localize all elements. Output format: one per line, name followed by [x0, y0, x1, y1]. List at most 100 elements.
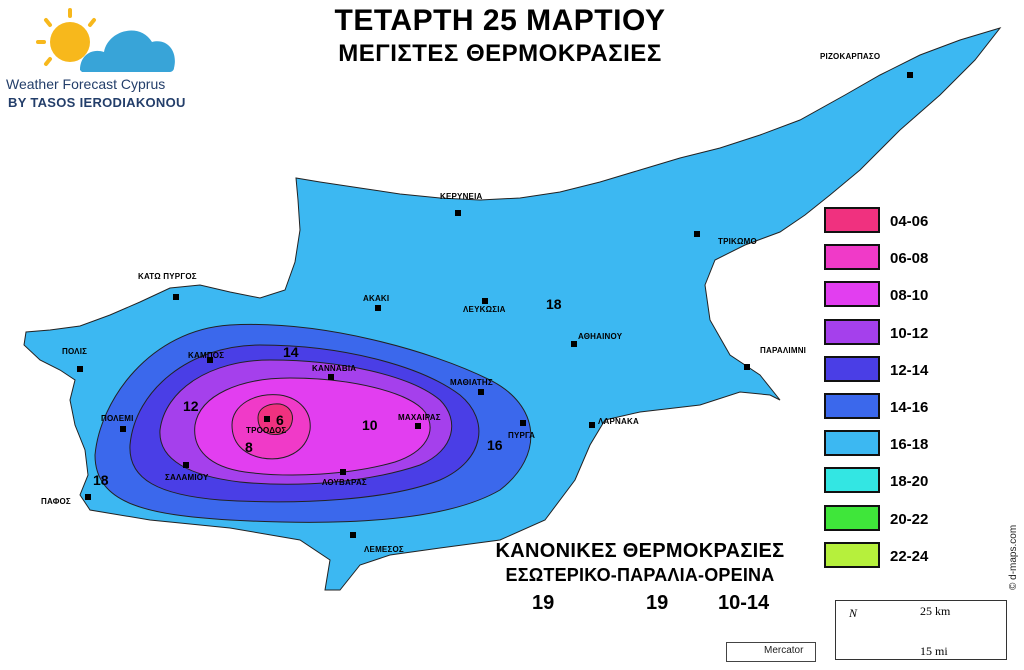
city-16-label: ΛΑΡΝΑΚΑ [598, 417, 639, 426]
legend-label: 04-06 [890, 213, 929, 230]
city-2-marker [694, 231, 700, 237]
city-11-marker [478, 389, 484, 395]
city-19-label: ΠΑΦΟΣ [41, 497, 71, 506]
city-0-label: ΡΙΖΟΚΑΡΠΑΣΟ [820, 52, 881, 61]
city-10-label: ΚΑΝΝΑΒΙΑ [312, 364, 357, 373]
north-label: N [849, 606, 858, 620]
city-17-label: ΣΑΛΑΜΙΟΥ [165, 473, 209, 482]
normals-title: ΚΑΝΟΝΙΚΕΣ ΘΕΡΜΟΚΡΑΣΙΕΣ [495, 540, 785, 562]
legend-entry: 10-12 [824, 317, 964, 354]
legend-label: 20-22 [890, 510, 929, 528]
normal-temperatures: ΚΑΝΟΝΙΚΕΣ ΘΕΡΜΟΚΡΑΣΙΕΣ ΕΣΩΤΕΡΙΚΟ-ΠΑΡΑΛΙΑ… [470, 540, 810, 614]
credit-label: © d-maps.com [1008, 524, 1019, 590]
normal-coast: 19 [646, 592, 669, 614]
city-1-label: ΚΕΡΥΝΕΙΑ [440, 192, 483, 201]
isotherm-label: 12 [183, 398, 199, 414]
city-4-marker [375, 305, 381, 311]
city-5-marker [482, 298, 488, 304]
city-10-marker [328, 374, 334, 380]
scale-km-label: 25 km [920, 604, 951, 618]
city-12-marker [120, 426, 126, 432]
legend-label: 08-10 [890, 287, 929, 305]
legend-entry: 20-22 [824, 503, 964, 540]
legend-entry: 22-24 [824, 540, 964, 577]
city-18-label: ΛΟΥΒΑΡΑΣ [322, 478, 367, 487]
city-6-label: ΑΘΗΑΙΝΟΥ [578, 332, 623, 341]
city-16-marker [589, 422, 595, 428]
legend-swatch [824, 504, 880, 531]
city-12-label: ΠΟΛΕΜΙ [101, 414, 134, 423]
city-0-marker [907, 72, 913, 78]
isotherm-label: 18 [93, 472, 109, 488]
logo-title: Weather Forecast Cyprus [6, 76, 166, 92]
city-9-label: ΚΑΜΠΟΣ [188, 351, 225, 360]
legend-entry: 06-08 [824, 242, 964, 279]
normal-interior: 19 [532, 592, 555, 614]
city-13-label: ΤΡΟΟΔΟΣ [246, 426, 287, 435]
legend-label: 10-12 [890, 324, 929, 342]
legend-entry: 04-06 [824, 205, 964, 242]
city-14-marker [415, 423, 421, 429]
city-15-marker [520, 420, 526, 426]
isotherm-label: 18 [546, 296, 562, 312]
city-20-marker [350, 532, 356, 538]
normals-subtitle: ΕΣΩΤΕΡΙΚΟ-ΠΑΡΑΛΙΑ-ΟΡΕΙΝΑ [505, 565, 775, 585]
legend-label: 18-20 [890, 473, 929, 491]
city-11-label: ΜΑΘΙΑΤΗΣ [450, 378, 493, 387]
city-1-marker [455, 210, 461, 216]
scale-box [835, 600, 1007, 660]
legend-entry: 16-18 [824, 428, 964, 465]
isotherm-label: 10 [362, 417, 378, 433]
city-7-marker [744, 364, 750, 370]
legend-swatch [824, 281, 880, 308]
normal-mountain: 10-14 [718, 592, 770, 614]
city-19-marker [85, 494, 91, 500]
legend-entry: 12-14 [824, 354, 964, 391]
city-8-marker [77, 366, 83, 372]
legend-entry: 08-10 [824, 279, 964, 316]
isotherm-label: 14 [283, 344, 299, 360]
city-7-label: ΠΑΡΑΛΙΜΝΙ [760, 346, 807, 355]
city-4-label: ΑΚΑΚΙ [363, 294, 390, 303]
contour-4-6 [257, 403, 293, 435]
city-5-label: ΛΕΥΚΩΣΙΑ [463, 305, 506, 314]
sun-icon [36, 8, 96, 66]
legend-swatch [824, 430, 880, 457]
city-17-marker [183, 462, 189, 468]
cloud-icon [80, 30, 175, 72]
legend-label: 14-16 [890, 398, 929, 416]
isotherm-label: 8 [245, 439, 253, 455]
city-15-label: ΠΥΡΓΑ [508, 431, 536, 440]
legend-swatch [824, 541, 880, 568]
logo-byline: BY TASOS IERODIAKONOU [8, 95, 186, 110]
logo-graphic [36, 8, 175, 72]
legend-label: 06-08 [890, 250, 929, 268]
projection-label: Mercator [764, 645, 804, 656]
legend-entry: 14-16 [824, 391, 964, 428]
legend: 04-06 06-08 08-10 10-12 12-14 14-16 16-18 18-20… [824, 205, 964, 577]
legend-label: 22-24 [890, 547, 929, 565]
legend-label: 12-14 [890, 361, 929, 379]
city-9-marker [207, 357, 213, 363]
city-8-label: ΠΟΛΙΣ [62, 347, 88, 356]
city-6-marker [571, 341, 577, 347]
projection-box [726, 642, 816, 662]
isotherm-label: 6 [276, 412, 284, 428]
city-2-label: ΤΡΙΚΩΜΟ [718, 237, 757, 246]
city-14-label: ΜΑΧΑΙΡΑΣ [398, 413, 441, 422]
legend-swatch [824, 244, 880, 271]
legend-entry: 18-20 [824, 465, 964, 502]
legend-label: 16-18 [890, 436, 929, 454]
city-3-marker [173, 294, 179, 300]
city-20-label: ΛΕΜΕΣΟΣ [364, 545, 404, 554]
legend-swatch [824, 318, 880, 345]
legend-swatch [824, 467, 880, 494]
scale-mi-label: 15 mi [920, 644, 948, 658]
map-subtitle: ΜΕΓΙΣΤΕΣ ΘΕΡΜΟΚΡΑΣΙΕΣ [338, 40, 662, 67]
isotherm-label: 16 [487, 437, 503, 453]
city-3-label: ΚΑΤΩ ΠΥΡΓΟΣ [138, 272, 197, 281]
city-18-marker [340, 469, 346, 475]
legend-swatch [824, 207, 880, 233]
